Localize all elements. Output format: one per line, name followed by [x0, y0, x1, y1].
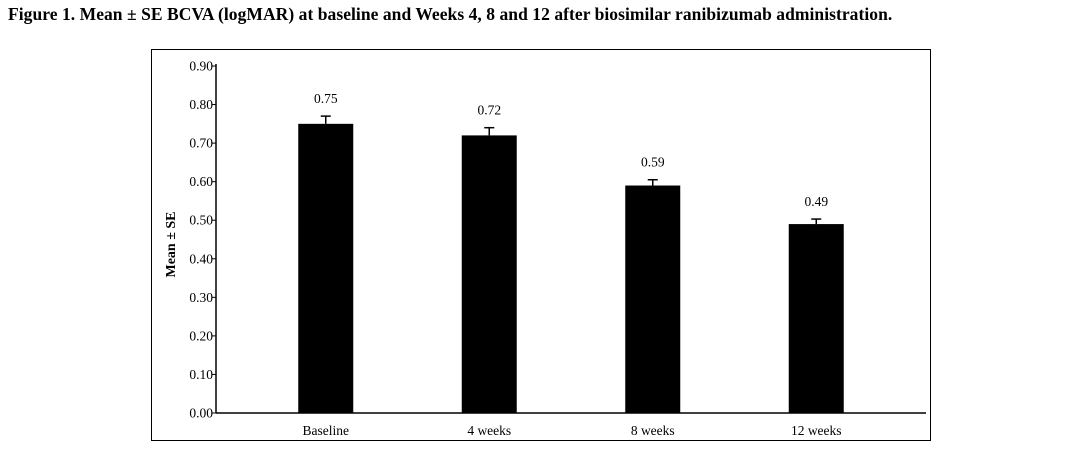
y-tick-label: 0.80: [189, 97, 213, 112]
x-tick-label: Baseline: [303, 423, 350, 438]
bar: [298, 123, 354, 413]
y-tick-label: 0.50: [189, 213, 213, 228]
y-tick-label: 0.90: [189, 59, 213, 74]
bar: [461, 135, 517, 413]
data-label: 0.49: [804, 194, 828, 209]
x-tick-label: 8 weeks: [631, 423, 675, 438]
y-tick-label: 0.00: [189, 406, 213, 421]
bar: [625, 185, 681, 413]
y-tick-label: 0.20: [189, 328, 213, 343]
data-label: 0.72: [477, 103, 501, 118]
y-axis-label: Mean ± SE: [164, 211, 179, 277]
bar: [788, 224, 844, 413]
data-label: 0.75: [314, 91, 338, 106]
y-tick-label: 0.30: [189, 290, 213, 305]
y-tick-label: 0.40: [189, 251, 213, 266]
x-tick-label: 4 weeks: [467, 423, 511, 438]
data-label: 0.59: [641, 155, 665, 170]
x-tick-label: 12 weeks: [791, 423, 842, 438]
y-tick-label: 0.10: [189, 367, 213, 382]
figure-caption: Figure 1. Mean ± SE BCVA (logMAR) at bas…: [8, 4, 893, 24]
y-tick-label: 0.70: [189, 136, 213, 151]
chart-frame: [151, 49, 931, 441]
y-tick-label: 0.60: [189, 174, 213, 189]
